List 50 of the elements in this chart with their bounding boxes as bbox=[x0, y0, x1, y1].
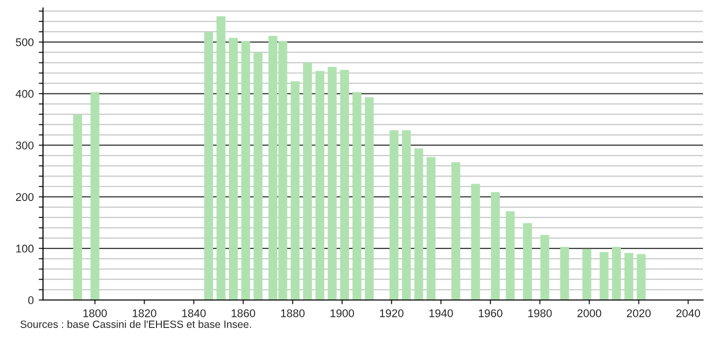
bar bbox=[216, 16, 226, 300]
bar bbox=[315, 70, 324, 300]
bar bbox=[290, 81, 300, 300]
bar bbox=[612, 246, 621, 300]
bar bbox=[241, 41, 250, 300]
x-tick-label: 2020 bbox=[626, 309, 651, 318]
bar bbox=[560, 246, 570, 300]
bar bbox=[228, 38, 238, 300]
x-tick-label: 1820 bbox=[132, 309, 156, 318]
bar bbox=[352, 92, 362, 300]
y-tick-label: 100 bbox=[16, 244, 34, 253]
x-tick-label: 1860 bbox=[232, 309, 256, 318]
y-tick-label: 400 bbox=[16, 90, 34, 98]
y-tick-label: 300 bbox=[16, 141, 34, 150]
y-tick-label: 200 bbox=[16, 193, 34, 201]
x-tick-label: 2040 bbox=[676, 309, 700, 318]
x-tick-label: 1920 bbox=[380, 309, 404, 318]
y-tick-label: 0 bbox=[28, 296, 34, 304]
bar bbox=[364, 97, 374, 300]
bar bbox=[490, 192, 500, 300]
bar bbox=[328, 66, 337, 300]
bar bbox=[90, 92, 100, 300]
bar bbox=[451, 162, 460, 300]
bar bbox=[204, 32, 214, 300]
bar bbox=[414, 148, 424, 300]
bar bbox=[390, 130, 398, 300]
y-tick-label: 500 bbox=[16, 38, 34, 46]
bar bbox=[540, 234, 550, 300]
bar bbox=[426, 157, 436, 300]
x-tick-label: 1840 bbox=[182, 309, 206, 318]
x-tick-label: 1900 bbox=[330, 309, 354, 318]
bar bbox=[506, 211, 515, 300]
bar bbox=[600, 252, 609, 300]
bar bbox=[624, 253, 634, 300]
x-tick-label: 2000 bbox=[577, 309, 602, 318]
bar bbox=[340, 70, 350, 300]
x-tick-label: 1880 bbox=[281, 309, 305, 318]
bar bbox=[582, 248, 592, 300]
x-tick-label: 1960 bbox=[478, 309, 502, 318]
bar bbox=[523, 223, 532, 300]
bar bbox=[636, 254, 646, 300]
bar bbox=[73, 114, 82, 300]
bar bbox=[402, 130, 411, 300]
x-tick-label: 1980 bbox=[528, 309, 552, 318]
x-tick-label: 1800 bbox=[83, 309, 107, 318]
source-note: Sources : base Cassini de l'EHESS et base Insee. bbox=[20, 320, 251, 328]
bar bbox=[471, 184, 480, 300]
x-tick-label: 1940 bbox=[429, 309, 453, 318]
bar bbox=[254, 52, 263, 300]
bar bbox=[303, 62, 312, 300]
